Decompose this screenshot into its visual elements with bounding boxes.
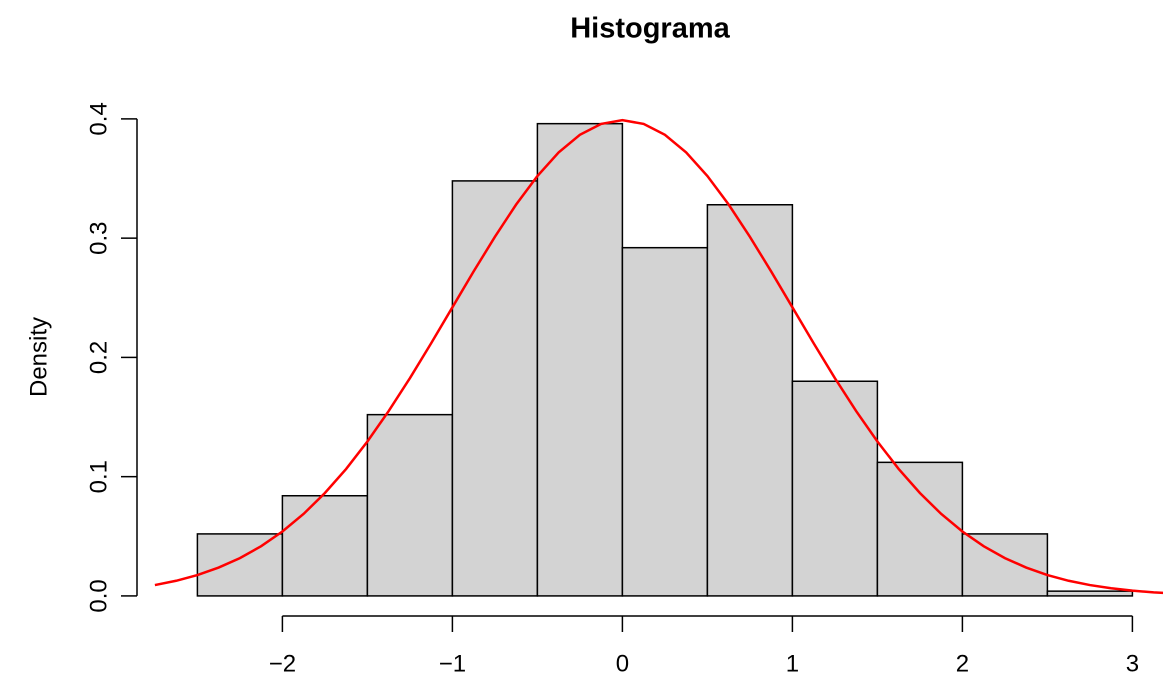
y-tick-label: 0.3 (85, 221, 112, 254)
bar (706, 204, 794, 597)
bar (196, 533, 284, 597)
bar (536, 122, 624, 597)
x-tick-label: 2 (956, 650, 969, 677)
chart-title: Histograma (570, 13, 730, 45)
x-tick-label: 0 (616, 650, 629, 677)
y-tick-label: 0.4 (85, 102, 112, 135)
bar (876, 461, 964, 597)
bar (1046, 590, 1134, 597)
bar (281, 494, 369, 597)
density-curve (154, 118, 1163, 595)
bar (621, 246, 709, 597)
bar (451, 180, 539, 597)
bar (366, 413, 454, 597)
y-tick-label: 0.2 (85, 341, 112, 374)
x-tick-label: 3 (1126, 650, 1139, 677)
y-tick-label: 0.0 (85, 579, 112, 612)
y-tick-label: 0.1 (85, 460, 112, 493)
bar (961, 533, 1049, 597)
x-tick-label: −2 (269, 650, 296, 677)
y-axis-label: Density (25, 317, 52, 397)
x-tick-label: 1 (786, 650, 799, 677)
bar (791, 380, 879, 597)
x-tick-label: −1 (439, 650, 466, 677)
